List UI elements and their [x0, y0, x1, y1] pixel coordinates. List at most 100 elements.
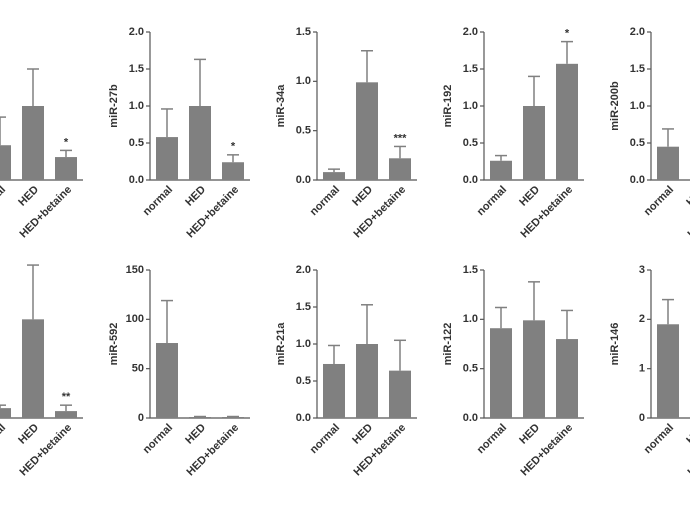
significance: * — [231, 141, 236, 153]
y-tick-label: 0.0 — [296, 412, 311, 424]
x-tick-label: normal — [642, 184, 676, 218]
bar — [55, 157, 77, 180]
bar — [22, 106, 44, 180]
significance: * — [565, 28, 570, 40]
x-tick-label: normal — [141, 422, 175, 456]
bar — [490, 328, 512, 418]
y-tick-label: 1 — [639, 363, 645, 375]
y-tick-label: 150 — [126, 264, 144, 276]
x-tick-label: normal — [308, 422, 342, 456]
y-tick-label: 2.0 — [296, 264, 311, 276]
x-tick-label: normal — [475, 422, 509, 456]
y-tick-label: 1.5 — [630, 63, 645, 75]
y-tick-label: 1.0 — [296, 75, 311, 87]
bar — [356, 82, 378, 180]
y-tick-label: 50 — [132, 363, 144, 375]
significance: ** — [62, 391, 71, 403]
axis-line — [0, 179, 83, 181]
y-tick-label: 1.0 — [630, 100, 645, 112]
y-tick-label: 2.0 — [129, 26, 144, 38]
bar — [222, 162, 244, 180]
y-tick-label: 1.0 — [129, 100, 144, 112]
x-tick-label: HED — [517, 184, 542, 209]
bar — [156, 343, 178, 418]
bar — [189, 417, 211, 418]
bar — [189, 106, 211, 180]
x-tick-label: normal — [0, 184, 8, 218]
bar — [323, 172, 345, 180]
bar — [657, 146, 679, 180]
y-tick-label: 0.0 — [296, 174, 311, 186]
bar — [490, 160, 512, 180]
y-axis-title: miR-200b — [609, 81, 621, 131]
y-axis-title: miR-34a — [275, 84, 287, 128]
bar — [556, 63, 578, 180]
y-tick-label: 1.5 — [463, 264, 478, 276]
bar — [22, 319, 44, 418]
bar — [389, 158, 411, 180]
y-tick-label: 2.0 — [630, 26, 645, 38]
x-tick-label: HED — [517, 422, 542, 447]
y-axis-title: miR-122 — [442, 323, 454, 366]
y-tick-label: 0.5 — [630, 137, 645, 149]
y-tick-label: 0.5 — [296, 125, 311, 137]
y-tick-label: 0.5 — [129, 137, 144, 149]
x-tick-label: normal — [475, 184, 509, 218]
y-axis-title: miR-146 — [609, 323, 621, 366]
x-tick-label: HED+betaine — [685, 422, 690, 479]
x-tick-label: HED — [16, 184, 41, 209]
y-tick-label: 0.0 — [129, 174, 144, 186]
bar — [389, 370, 411, 418]
y-tick-label: 100 — [126, 313, 144, 325]
bar — [523, 320, 545, 418]
y-tick-label: 1.0 — [296, 338, 311, 350]
y-axis-title: miR-592 — [108, 323, 120, 366]
y-tick-label: 0.0 — [463, 174, 478, 186]
y-axis-title: miR-192 — [442, 85, 454, 128]
y-tick-label: 0 — [639, 412, 645, 424]
significance: * — [64, 136, 69, 148]
x-tick-label: HED — [350, 422, 375, 447]
x-tick-label: normal — [642, 422, 676, 456]
y-tick-label: 1.5 — [296, 26, 311, 38]
significance: *** — [394, 132, 408, 144]
y-tick-label: 2.0 — [463, 26, 478, 38]
y-tick-label: 1.5 — [129, 63, 144, 75]
x-tick-label: HED+betaine — [685, 184, 690, 241]
bar — [156, 137, 178, 180]
y-tick-label: 1.0 — [463, 313, 478, 325]
bar — [556, 339, 578, 418]
bar — [222, 417, 244, 418]
y-tick-label: 1.5 — [296, 301, 311, 313]
axis-line — [0, 417, 83, 419]
bar — [0, 408, 11, 418]
x-tick-label: HED — [183, 422, 208, 447]
bar — [0, 145, 11, 180]
y-tick-label: 0 — [138, 412, 144, 424]
x-tick-label: HED — [183, 184, 208, 209]
x-tick-label: HED — [16, 422, 41, 447]
y-tick-label: 0.5 — [463, 137, 478, 149]
y-axis-title: miR-21a — [275, 322, 287, 366]
x-tick-label: HED — [684, 184, 690, 209]
x-tick-label: normal — [141, 184, 175, 218]
y-axis-title: miR-27b — [108, 84, 120, 128]
x-tick-label: HED — [350, 184, 375, 209]
bar — [356, 344, 378, 418]
x-tick-label: normal — [0, 422, 8, 456]
y-tick-label: 0.0 — [463, 412, 478, 424]
y-tick-label: 3 — [639, 264, 645, 276]
y-tick-label: 1.0 — [463, 100, 478, 112]
bar — [657, 324, 679, 418]
y-tick-label: 0.5 — [463, 363, 478, 375]
x-tick-label: normal — [308, 184, 342, 218]
y-tick-label: 0.0 — [630, 174, 645, 186]
x-tick-label: HED — [684, 422, 690, 447]
y-tick-label: 2 — [639, 313, 645, 325]
bar — [55, 411, 77, 418]
y-tick-label: 0.5 — [296, 375, 311, 387]
y-tick-label: 1.5 — [463, 63, 478, 75]
bar — [523, 106, 545, 180]
bar — [323, 363, 345, 418]
